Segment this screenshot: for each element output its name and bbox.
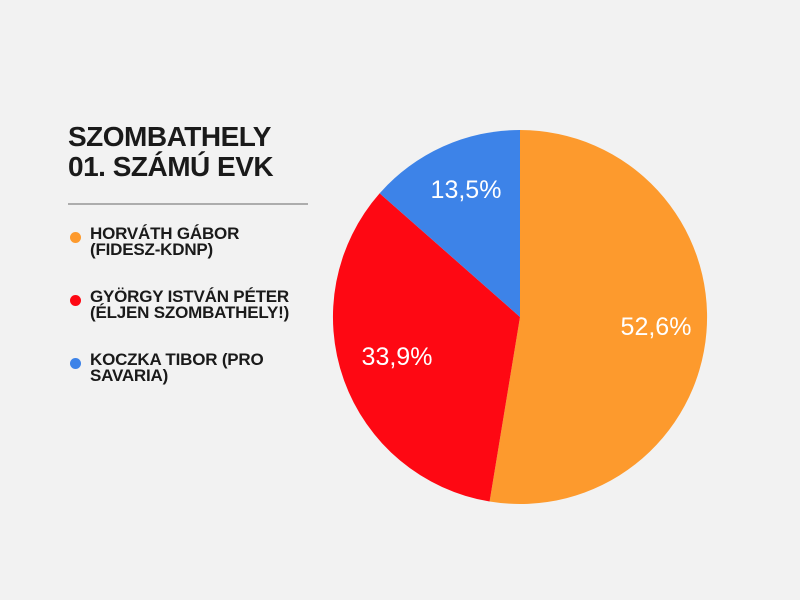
legend-dot-icon — [70, 358, 81, 369]
legend-item-horvath-gabor[interactable]: HORVÁTH GÁBOR (FIDESZ-KDNP) — [70, 224, 320, 259]
legend-label-line2: SAVARIA) — [90, 366, 169, 385]
chart-title-line2: 01. SZÁMÚ EVK — [68, 151, 274, 182]
pie-slices — [332, 129, 708, 504]
legend-label-line2: (FIDESZ-KDNP) — [90, 240, 213, 259]
chart-title-line1: SZOMBATHELY — [68, 121, 271, 152]
legend-dot-icon — [70, 295, 81, 306]
legend-item-koczka-tibor[interactable]: KOCZKA TIBOR (PRO SAVARIA) — [70, 350, 320, 385]
pie-slice-1[interactable] — [332, 193, 520, 502]
legend-label-line1: KOCZKA TIBOR (PRO — [90, 350, 264, 369]
legend-label: HORVÁTH GÁBOR (FIDESZ-KDNP) — [90, 224, 240, 259]
pie-slice-2[interactable] — [379, 129, 520, 317]
pie-slice-0[interactable] — [489, 129, 708, 504]
title-divider — [68, 203, 308, 205]
legend-label-line1: HORVÁTH GÁBOR — [90, 224, 240, 243]
legend-label-line1: GYÖRGY ISTVÁN PÉTER — [90, 287, 289, 306]
slice-label-red: 33,9% — [362, 343, 433, 371]
legend-item-gyorgy-istvan-peter[interactable]: GYÖRGY ISTVÁN PÉTER (ÉLJEN SZOMBATHELY!) — [70, 287, 320, 322]
slice-label-orange: 52,6% — [621, 313, 692, 341]
legend-label: KOCZKA TIBOR (PRO SAVARIA) — [90, 350, 264, 385]
legend-label: GYÖRGY ISTVÁN PÉTER (ÉLJEN SZOMBATHELY!) — [90, 287, 290, 322]
chart-title: SZOMBATHELY 01. SZÁMÚ EVK — [68, 121, 274, 182]
legend-label-line2: (ÉLJEN SZOMBATHELY!) — [90, 303, 290, 322]
legend-dot-icon — [70, 232, 81, 243]
slice-label-blue: 13,5% — [431, 176, 502, 204]
